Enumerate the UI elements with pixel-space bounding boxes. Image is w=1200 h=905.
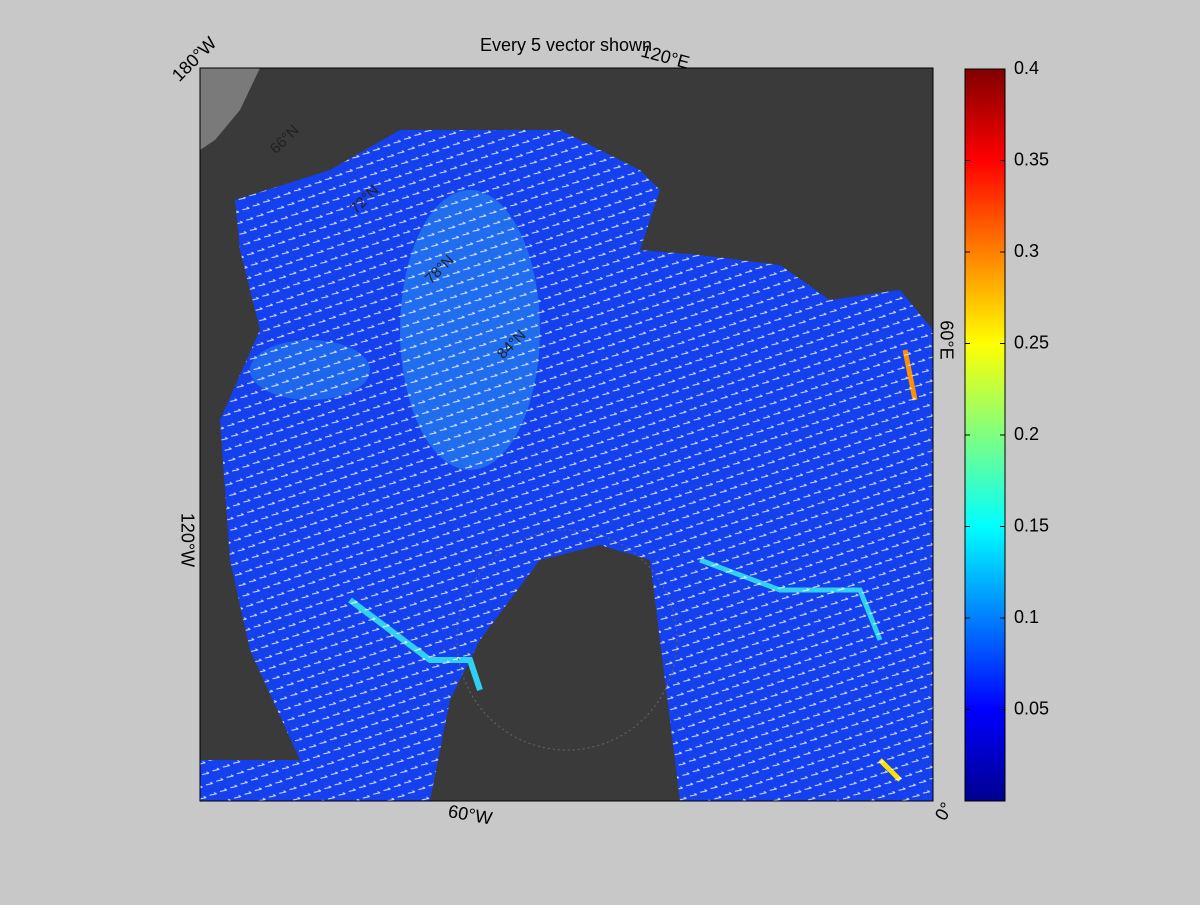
landmass-light [200,68,260,150]
colorbar-tick-label: 0.15 [1014,515,1049,535]
colorbar-tick-label: 0.2 [1014,424,1039,444]
colorbar-tick-label: 0.25 [1014,332,1049,352]
colorbar-tick-label: 0.4 [1014,58,1039,78]
map [200,68,933,801]
lon-label: 120°W [177,513,197,567]
map-frame [199,67,934,802]
colorbar-tick-label: 0.1 [1014,607,1039,627]
lon-label: 0° [931,799,957,824]
graticule [456,529,678,751]
lon-label: 60°E [936,320,956,359]
colorbar-tick-label: 0.05 [1014,698,1049,718]
vectors [200,130,933,801]
lon-label: 60°W [447,801,494,828]
colorbar-tick-label: 0.3 [1014,241,1039,261]
colorbar-tick-label: 0.35 [1014,149,1049,169]
colorbar [964,68,1006,802]
title: Every 5 vector shown [480,35,652,55]
